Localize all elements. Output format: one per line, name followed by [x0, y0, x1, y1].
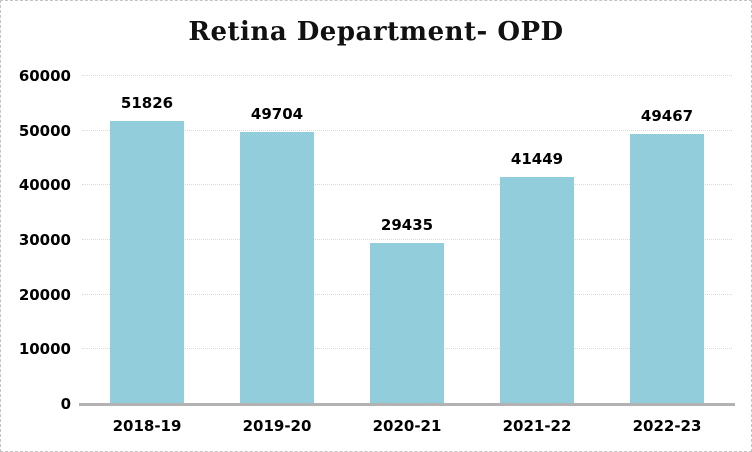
y-tick-label: 40000 [18, 176, 71, 195]
category-slot: 29435 2020-21 [342, 76, 472, 435]
x-tick-label: 2021-22 [502, 417, 572, 435]
category-slot: 49704 2019-20 [212, 76, 342, 435]
y-tick-label: 20000 [18, 285, 71, 304]
y-tick-label: 50000 [18, 121, 71, 140]
category-slot: 51826 2018-19 [82, 76, 212, 435]
bar-value-label: 51826 [120, 93, 174, 112]
bar [110, 120, 184, 404]
category-slot: 41449 2021-22 [472, 76, 602, 435]
gridline [82, 129, 732, 131]
category-slot: 49467 2022-23 [602, 76, 732, 435]
x-tick-label: 2019-20 [242, 417, 312, 435]
gridline [82, 75, 732, 76]
chart-title: Retina Department- OPD [188, 17, 564, 47]
bar [630, 133, 704, 404]
bar [500, 177, 574, 404]
y-axis: 0 10000 20000 30000 40000 50000 60000 [1, 67, 71, 413]
x-axis-line [79, 403, 735, 406]
bar [370, 243, 444, 404]
bar [240, 132, 314, 404]
y-tick-label: 10000 [18, 340, 71, 359]
x-tick-label: 2020-21 [372, 417, 442, 435]
gridline [82, 184, 732, 186]
bar-value-label: 49467 [640, 106, 694, 125]
gridline [82, 239, 732, 240]
plot-area: 51826 2018-19 49704 2019-20 29435 2020-21 4144… [79, 75, 735, 435]
bar-value-label: 41449 [510, 150, 564, 169]
y-tick-label: 60000 [18, 67, 71, 85]
x-tick-label: 2018-19 [112, 417, 182, 435]
y-tick-label: 30000 [18, 231, 71, 249]
bar-value-label: 49704 [250, 105, 304, 124]
y-tick-label: 0 [60, 395, 71, 413]
bar-slots: 51826 2018-19 49704 2019-20 29435 2020-21 4144… [82, 76, 732, 435]
x-tick-label: 2022-23 [632, 417, 702, 435]
bar-value-label: 29435 [380, 216, 434, 235]
